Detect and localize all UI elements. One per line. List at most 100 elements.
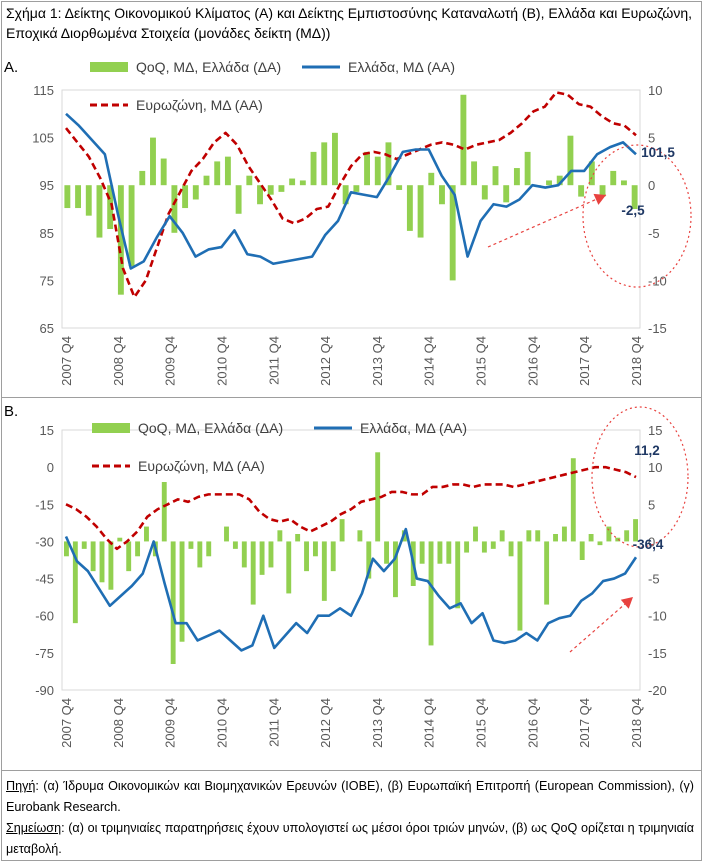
- bar-qoq: [107, 185, 114, 229]
- bar-qoq: [406, 185, 413, 231]
- bar-qoq: [161, 482, 167, 542]
- bar-qoq: [81, 541, 87, 549]
- bar-qoq: [508, 541, 514, 557]
- bar-qoq: [188, 541, 194, 549]
- bar-qoq: [139, 170, 146, 186]
- left-axis-tick-label: -90: [35, 683, 54, 698]
- right-axis-tick-label: -10: [648, 273, 667, 288]
- bar-qoq: [289, 178, 296, 186]
- x-axis-tick-label: 2018 Q4: [629, 698, 644, 748]
- bar-qoq: [633, 519, 638, 542]
- x-axis-tick-label: 2007 Q4: [59, 336, 74, 386]
- bar-qoq: [108, 541, 114, 590]
- x-axis-tick-label: 2013 Q4: [370, 698, 385, 748]
- bar-qoq: [481, 185, 488, 200]
- bar-qoq: [439, 185, 445, 205]
- source-text: : (α) Ίδρυμα Οικονομικών και Βιομηχανικώ…: [6, 779, 694, 814]
- bar-qoq: [631, 185, 638, 209]
- bar-qoq: [419, 541, 425, 564]
- bar-qoq: [428, 172, 435, 186]
- panel-label: B.: [4, 403, 18, 420]
- legend-label-greece: Ελλάδα, ΜΔ (ΑΑ): [360, 420, 467, 436]
- bar-qoq: [310, 151, 317, 186]
- x-axis-tick-label: 2008 Q4: [111, 336, 126, 386]
- left-axis-tick-label: 85: [40, 226, 54, 241]
- bar-qoq: [321, 541, 327, 601]
- bar-qoq: [150, 137, 156, 186]
- figure-title: Σχήμα 1: Δείκτης Οικονομικού Κλίματος (Α…: [6, 5, 692, 41]
- bar-qoq: [171, 185, 178, 233]
- line-eurozone: [65, 465, 637, 551]
- note-label: Σημείωση: [6, 821, 62, 835]
- right-axis-tick-label: 5: [648, 131, 655, 146]
- bar-qoq: [567, 135, 574, 186]
- annotation-label: 101,5: [641, 145, 675, 160]
- bar-qoq: [312, 541, 318, 557]
- bar-qoq: [299, 180, 306, 186]
- bar-qoq: [570, 458, 576, 542]
- bar-qoq: [615, 537, 621, 542]
- trend-arrow: [487, 194, 607, 248]
- bar-qoq: [385, 142, 392, 186]
- left-axis-tick-label: -30: [35, 534, 54, 549]
- bar-qoq: [278, 185, 285, 192]
- bar-qoq: [546, 180, 552, 186]
- line-greece: [64, 527, 638, 652]
- bar-qoq: [160, 158, 167, 186]
- bar-qoq: [232, 541, 238, 549]
- left-axis-tick-label: 115: [33, 83, 54, 98]
- left-axis-tick-label: 0: [47, 460, 54, 475]
- legend-swatch-bar: [90, 62, 128, 72]
- bar-qoq: [599, 185, 606, 197]
- right-axis-tick-label: -15: [648, 321, 667, 336]
- panel-divider: [1, 397, 702, 398]
- x-axis-tick-label: 2009 Q4: [163, 698, 178, 748]
- x-axis-tick-label: 2011 Q4: [266, 336, 281, 385]
- right-axis-tick-label: 15: [648, 423, 662, 438]
- x-axis-tick-label: 2012 Q4: [318, 698, 333, 748]
- x-axis-tick-label: 2010 Q4: [214, 336, 229, 386]
- bar-qoq: [396, 185, 403, 190]
- bar-qoq: [268, 541, 274, 568]
- left-axis-tick-label: -15: [35, 497, 54, 512]
- bar-qoq: [96, 185, 103, 238]
- bar-qoq: [330, 541, 336, 572]
- bar-qoq: [499, 530, 505, 542]
- x-axis-tick-label: 2017 Q4: [577, 336, 592, 386]
- x-axis-tick-label: 2009 Q4: [163, 336, 178, 386]
- bar-qoq: [517, 541, 523, 631]
- annotation-label: -36,4: [633, 537, 664, 552]
- bar-qoq: [455, 541, 461, 609]
- annotation-label: -2,5: [621, 203, 645, 218]
- bar-qoq: [428, 541, 434, 646]
- left-axis-tick-label: -60: [35, 609, 54, 624]
- bar-qoq: [257, 185, 263, 205]
- left-axis-tick-label: 75: [40, 273, 54, 288]
- x-axis-tick-label: 2017 Q4: [577, 698, 592, 748]
- bar-qoq: [192, 185, 199, 200]
- left-axis-tick-label: 15: [40, 423, 54, 438]
- legend-swatch-bar: [92, 423, 130, 433]
- bar-qoq: [503, 185, 510, 203]
- bar-qoq: [553, 534, 558, 542]
- bar-qoq: [449, 185, 456, 281]
- bar-qoq: [170, 541, 176, 664]
- legend-label-greece: Ελλάδα, ΜΔ (ΑΑ): [348, 59, 455, 75]
- note-text: : (α) οι τριμηνιαίες παρατηρήσεις έχουν …: [6, 821, 694, 856]
- bar-qoq: [246, 175, 253, 186]
- bar-qoq: [561, 526, 567, 542]
- bar-qoq: [393, 541, 398, 598]
- bar-qoq: [384, 541, 390, 564]
- right-axis-tick-label: 0: [648, 178, 655, 193]
- bar-qoq: [535, 530, 541, 542]
- bar-qoq: [366, 541, 372, 579]
- right-axis-tick-label: -5: [648, 226, 660, 241]
- left-axis-tick-label: -45: [35, 572, 54, 587]
- bar-qoq: [375, 452, 381, 542]
- bar-qoq: [321, 142, 328, 186]
- bar-qoq: [206, 541, 212, 557]
- legend-label-bar: QoQ, ΜΔ, Ελλάδα (ΔΑ): [138, 420, 283, 436]
- bar-qoq: [144, 526, 149, 542]
- trend-arrow-head: [620, 597, 633, 609]
